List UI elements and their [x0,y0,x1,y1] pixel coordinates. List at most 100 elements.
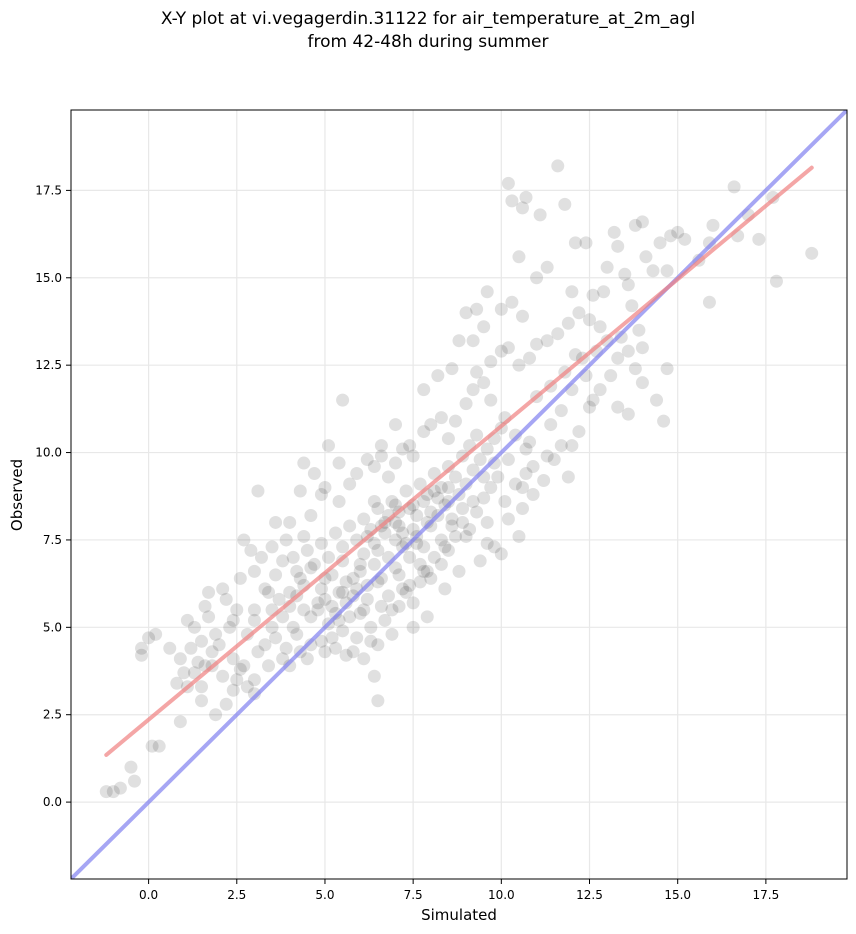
data-point-212 [364,620,378,634]
data-point-117 [597,285,611,299]
data-point-321 [403,578,417,592]
data-point-248 [332,585,346,599]
data-point-383 [452,564,466,578]
data-point-66 [572,425,586,439]
data-point-187 [223,620,237,634]
data-point-367 [177,666,191,680]
data-point-31 [290,627,304,641]
data-point-146 [466,383,480,397]
data-point-221 [427,550,441,564]
y-tick-label-4: 10.0 [35,446,62,460]
data-point-223 [441,543,455,557]
identity-line [71,110,847,879]
data-point-68 [586,393,600,407]
data-point-384 [473,554,487,568]
data-point-129 [318,481,332,495]
data-point-184 [508,477,522,491]
data-point-41 [371,694,385,708]
data-point-52 [480,285,494,299]
data-point-231 [187,620,201,634]
data-point-241 [251,645,265,659]
data-point-237 [205,645,219,659]
x-axis-label: Simulated [421,906,497,924]
data-point-296 [470,428,484,442]
data-point-369 [170,676,184,690]
data-point-246 [318,645,332,659]
data-point-245 [304,638,318,652]
data-point-5 [135,648,149,662]
data-point-225 [456,515,470,529]
data-point-213 [371,638,385,652]
data-point-267 [466,463,480,477]
data-point-218 [406,596,420,610]
data-point-73 [628,362,642,376]
data-point-242 [262,659,276,673]
data-point-7 [142,631,156,645]
data-point-357 [247,603,261,617]
data-point-126 [297,529,311,543]
data-point-75 [650,393,664,407]
data-point-168 [519,442,533,456]
data-point-204 [311,596,325,610]
data-point-91 [586,288,600,302]
y-tick-label-0: 0.0 [43,795,62,809]
data-point-93 [607,225,621,239]
data-point-38 [339,648,353,662]
data-point-351 [396,526,410,540]
data-point-85 [568,236,582,250]
data-point-205 [314,634,328,648]
x-tick-label-0: 0.0 [139,888,158,902]
data-point-234 [209,627,223,641]
data-point-375 [300,652,314,666]
data-point-69 [593,383,607,397]
data-points [99,159,819,799]
data-point-83 [551,159,565,173]
data-point-311 [431,491,445,505]
data-point-24 [233,662,247,676]
data-point-372 [247,673,261,687]
data-point-335 [417,564,431,578]
data-point-297 [283,585,297,599]
data-point-314 [329,606,343,620]
data-point-118 [660,264,674,278]
data-point-110 [727,180,741,194]
data-point-304 [357,547,371,561]
data-point-320 [392,568,406,582]
data-point-193 [272,592,286,606]
data-point-9 [145,739,159,753]
data-point-87 [512,250,526,264]
data-point-37 [336,393,350,407]
data-point-336 [438,540,452,554]
data-point-138 [396,442,410,456]
data-point-238 [216,669,230,683]
data-point-260 [417,540,431,554]
data-point-190 [247,613,261,627]
data-point-130 [332,494,346,508]
data-point-323 [424,571,438,585]
x-tick-label-3: 7.5 [404,888,423,902]
data-point-233 [202,610,216,624]
data-point-101 [646,264,660,278]
data-point-21 [202,585,216,599]
data-point-95 [618,267,632,281]
data-point-71 [611,400,625,414]
data-point-108 [706,218,720,232]
data-point-27 [251,484,265,498]
data-point-227 [470,505,484,519]
data-point-33 [297,456,311,470]
data-point-144 [448,414,462,428]
data-point-175 [501,453,515,467]
data-point-180 [583,400,597,414]
data-point-72 [621,407,635,421]
data-point-30 [279,641,293,655]
data-point-11 [163,641,177,655]
data-point-123 [279,533,293,547]
data-point-137 [389,456,403,470]
data-point-368 [184,641,198,655]
data-point-119 [614,330,628,344]
data-point-131 [343,477,357,491]
data-point-337 [459,529,473,543]
data-point-310 [420,515,434,529]
data-point-228 [477,491,491,505]
